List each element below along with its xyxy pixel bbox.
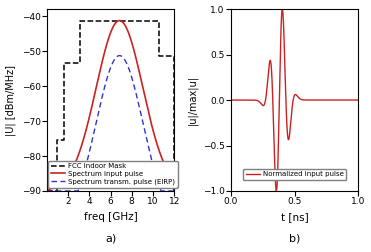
Legend: FCC Indoor Mask, Spectrum input pulse, Spectrum transm. pulse (EIRP): FCC Indoor Mask, Spectrum input pulse, S… (49, 161, 178, 187)
FCC Indoor Mask (55, 138, 59, 141)
FCC Indoor Mask (157, 19, 161, 22)
Normalized input pulse (305, 99, 309, 102)
FCC Indoor Mask (62, 138, 66, 141)
FCC Indoor Mask (78, 61, 82, 64)
Spectrum input pulse (96, 77, 101, 80)
Spectrum input pulse (101, 57, 105, 60)
FCC Indoor Mask (45, 190, 49, 193)
Y-axis label: |u|/max|u|: |u|/max|u| (187, 75, 197, 125)
Normalized input pulse (312, 99, 316, 102)
Normalized input pulse (252, 99, 256, 102)
X-axis label: t [ns]: t [ns] (281, 212, 308, 222)
Spectrum transm. pulse (EIRP) (96, 112, 101, 115)
Spectrum input pulse (45, 188, 49, 191)
Normalized input pulse (324, 99, 328, 102)
Line: Spectrum transm. pulse (EIRP): Spectrum transm. pulse (EIRP) (47, 56, 174, 191)
Spectrum input pulse (144, 101, 148, 104)
Normalized input pulse (278, 84, 282, 87)
Normalized input pulse (334, 99, 338, 102)
Spectrum transm. pulse (EIRP) (45, 190, 49, 193)
Spectrum input pulse (146, 111, 151, 114)
Spectrum transm. pulse (EIRP) (146, 146, 151, 149)
FCC Indoor Mask (62, 61, 66, 64)
Spectrum transm. pulse (EIRP) (58, 190, 62, 193)
Spectrum input pulse (58, 183, 62, 186)
Spectrum input pulse (117, 19, 122, 22)
FCC Indoor Mask (78, 19, 82, 22)
Spectrum transm. pulse (EIRP) (117, 54, 122, 57)
Normalized input pulse (356, 99, 361, 102)
Text: a): a) (105, 233, 116, 243)
FCC Indoor Mask (172, 54, 176, 57)
Spectrum transm. pulse (EIRP) (101, 92, 105, 95)
Y-axis label: |U| [dBm/MHz]: |U| [dBm/MHz] (6, 65, 16, 136)
Line: Spectrum input pulse: Spectrum input pulse (47, 21, 174, 190)
Spectrum transm. pulse (EIRP) (144, 136, 148, 139)
X-axis label: freq [GHz]: freq [GHz] (83, 212, 137, 222)
Text: b): b) (289, 233, 300, 243)
FCC Indoor Mask (157, 54, 161, 57)
Spectrum transm. pulse (EIRP) (172, 190, 176, 193)
Spectrum input pulse (132, 50, 137, 53)
Normalized input pulse (274, 190, 279, 193)
Spectrum transm. pulse (EIRP) (132, 85, 137, 88)
Normalized input pulse (280, 8, 285, 11)
Legend: Normalized input pulse: Normalized input pulse (243, 169, 346, 180)
FCC Indoor Mask (55, 190, 59, 193)
Line: Normalized input pulse: Normalized input pulse (231, 9, 358, 191)
Line: FCC Indoor Mask: FCC Indoor Mask (47, 21, 174, 191)
Normalized input pulse (229, 99, 233, 102)
Spectrum input pulse (172, 178, 176, 181)
FCC Indoor Mask (172, 190, 176, 193)
